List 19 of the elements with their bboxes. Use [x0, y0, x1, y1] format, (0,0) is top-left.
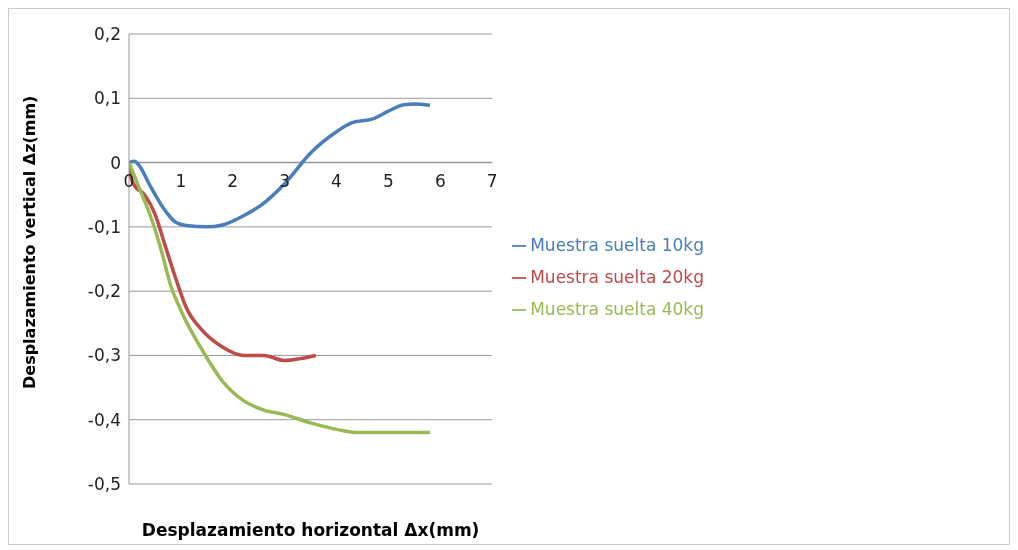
y-tick-label: 0,1: [93, 88, 121, 109]
x-tick-label: 4: [331, 170, 342, 191]
y-tick-label: -0,2: [87, 281, 121, 302]
y-tick-label: -0,1: [87, 216, 121, 237]
y-axis-title: Desplazamiento vertical Δz(mm): [19, 95, 39, 389]
y-tick-label: -0,5: [87, 474, 121, 495]
x-tick-label: 1: [175, 170, 187, 191]
legend-label: Muestra suelta 20kg: [530, 266, 704, 287]
y-tick-label: -0,4: [87, 409, 121, 430]
x-tick-label: 7: [486, 170, 498, 191]
x-axis-title: Desplazamiento horizontal Δx(mm): [141, 520, 480, 540]
x-tick-label: 2: [227, 170, 239, 191]
y-tick-label: 0: [110, 152, 121, 173]
y-tick-label: -0,3: [87, 345, 121, 366]
x-tick-label: 6: [434, 170, 446, 191]
y-tick-label: 0,2: [93, 24, 121, 45]
legend-label: Muestra suelta 10kg: [530, 234, 704, 255]
legend-label: Muestra suelta 40kg: [530, 298, 704, 319]
x-tick-label: 5: [383, 170, 394, 191]
